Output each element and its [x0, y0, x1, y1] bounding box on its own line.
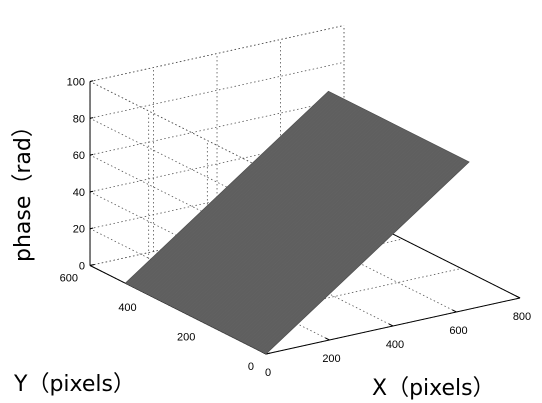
surface-mesh-line — [141, 99, 345, 292]
surface-mesh-line — [261, 159, 465, 352]
surface — [124, 90, 470, 355]
x-tick-label: 600 — [449, 325, 467, 337]
surface-mesh-line — [150, 104, 355, 297]
surface-mesh-line — [146, 101, 350, 294]
x-tick — [515, 295, 521, 299]
surface-mesh-line — [169, 113, 374, 306]
surface-mesh-line — [235, 146, 439, 339]
surface-mesh-line — [160, 108, 364, 302]
grid-line — [207, 268, 462, 325]
surface-mesh-line — [256, 157, 460, 350]
surface-mesh-line — [188, 122, 392, 316]
surface-mesh-line — [209, 133, 414, 326]
surface-mesh-line — [162, 109, 367, 303]
y-tick-label: 200 — [177, 332, 195, 344]
z-axis-label: phase（rad） — [11, 115, 36, 262]
x-tick-label: 0 — [265, 367, 271, 379]
x-axis-label: X（pixels） — [372, 376, 495, 401]
surface-mesh-line — [179, 118, 383, 311]
surface-mesh-line — [254, 155, 458, 349]
surface-mesh-line — [244, 151, 449, 344]
surface-mesh-line — [230, 144, 435, 337]
surface-mesh-line — [164, 111, 369, 304]
surface-mesh-line — [247, 152, 451, 345]
y-tick-label: 0 — [248, 361, 254, 373]
surface-mesh-line — [148, 102, 353, 296]
surface-mesh-line — [242, 150, 446, 343]
surface-mesh-line — [193, 125, 397, 318]
surface-mesh-line — [172, 114, 376, 307]
surface-mesh-line — [251, 154, 456, 348]
surface-mesh-line — [218, 138, 423, 331]
surface-mesh-line — [167, 112, 371, 305]
z-tick — [89, 153, 94, 156]
x-tick-label: 200 — [322, 353, 340, 365]
surface-mesh-line — [258, 158, 463, 351]
z-tick — [89, 117, 94, 119]
surface-mesh-line — [186, 121, 390, 315]
z-tick — [89, 80, 94, 82]
surface-mesh-line — [240, 148, 444, 342]
surface-mesh-line — [216, 137, 421, 330]
surface-mesh-line — [263, 160, 467, 353]
surface-mesh-line — [214, 135, 418, 329]
x-tick-label: 400 — [386, 339, 404, 351]
box-edge — [89, 81, 267, 171]
x-tick-label: 800 — [513, 311, 531, 323]
surface-mesh-line — [136, 96, 341, 290]
surface-mesh-line — [200, 128, 404, 322]
z-tick-label: 40 — [73, 187, 85, 199]
surface-mesh-line — [237, 147, 442, 340]
surface-mesh-line — [139, 98, 343, 291]
surface-mesh-line — [249, 153, 453, 346]
grid-line — [89, 98, 345, 156]
surface-mesh-line — [174, 115, 378, 309]
z-tick-label: 20 — [73, 224, 85, 236]
box-edge — [89, 25, 345, 82]
surface-mesh-line — [134, 95, 338, 289]
y-tick — [265, 352, 271, 355]
surface-mesh-line — [195, 126, 399, 319]
z-tick-label: 60 — [73, 150, 85, 162]
x-tick — [325, 337, 330, 341]
z-tick — [89, 190, 94, 193]
x-tick — [452, 309, 457, 313]
surface-mesh-line — [129, 93, 334, 286]
surface-mesh-line — [127, 92, 331, 285]
y-tick-label: 600 — [60, 273, 78, 285]
surface-mesh-line — [223, 140, 428, 333]
y-axis-label: Y（pixels） — [13, 372, 135, 397]
surface-mesh-line — [211, 134, 416, 328]
surface-mesh-line — [153, 105, 357, 298]
x-tick — [388, 323, 394, 327]
surface-mesh-line — [225, 141, 430, 335]
surface-mesh-line — [181, 119, 385, 312]
z-tick-label: 80 — [73, 113, 85, 125]
z-tick-label: 100 — [67, 77, 85, 89]
surface-mesh-line — [183, 120, 388, 313]
surface-mesh-line — [202, 129, 406, 323]
surface-mesh-line — [176, 117, 381, 310]
grid-line — [89, 61, 345, 119]
surface-mesh-line — [190, 124, 395, 317]
surface-mesh-line — [207, 132, 411, 325]
z-tick-label: 0 — [79, 261, 85, 273]
z-tick — [89, 227, 94, 230]
y-tick-label: 400 — [118, 302, 136, 314]
surface-mesh-line — [132, 94, 336, 287]
surface-mesh-line — [204, 131, 409, 324]
surface-mesh-line — [233, 145, 437, 338]
surface-mesh-line — [157, 107, 362, 300]
surface-mesh-line — [228, 142, 432, 336]
surface-mesh-line — [143, 100, 348, 293]
z-tick — [89, 264, 94, 266]
surface-mesh-line — [155, 106, 360, 299]
surface-mesh-line — [197, 127, 402, 320]
surface-mesh-line — [221, 139, 425, 332]
